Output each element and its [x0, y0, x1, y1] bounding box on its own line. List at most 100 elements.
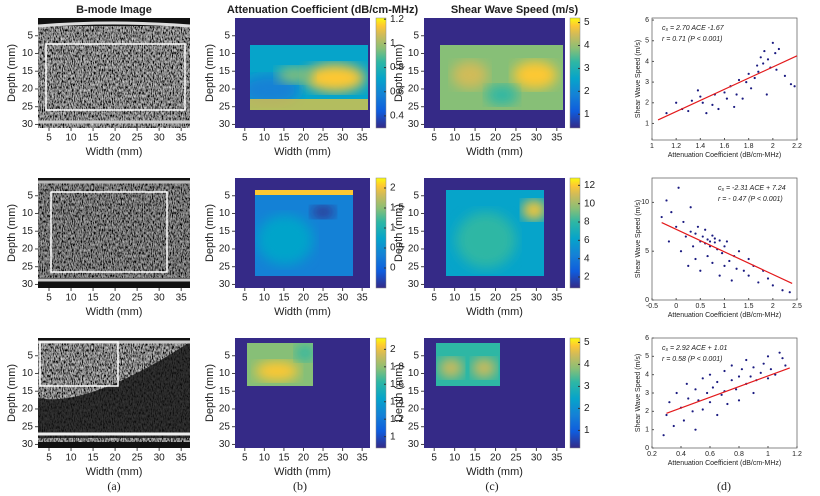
data-point	[763, 49, 766, 53]
x-tick-label: 1.8	[744, 143, 754, 150]
data-point	[708, 373, 712, 376]
data-point	[735, 267, 738, 270]
data-point	[783, 74, 787, 77]
equation-text: = 2.92 ACE + 1.01	[670, 345, 727, 352]
annotation-text: r = - 0.47 (P < 0.001)	[718, 196, 783, 203]
data-point	[771, 284, 774, 287]
data-point	[775, 68, 778, 71]
data-point	[752, 366, 755, 369]
data-point	[745, 81, 748, 84]
data-point	[737, 399, 741, 402]
y-axis-label: Shear Wave Speed (m/s)	[635, 40, 642, 118]
colorbar-tick-label: 2	[584, 403, 590, 414]
x-axis-label: Width (mm)	[274, 146, 331, 158]
x-tick-label: 0.5	[695, 303, 705, 310]
x-tick-label: 10	[449, 453, 461, 464]
x-tick-label: 15	[278, 293, 290, 304]
y-tick-label: 5	[413, 30, 419, 41]
data-point	[701, 408, 704, 411]
data-point	[752, 391, 755, 395]
data-point	[718, 274, 721, 277]
colorbar-tick-label: 0.4	[390, 111, 404, 122]
y-axis-label: Depth (mm)	[393, 364, 405, 422]
data-point	[774, 373, 777, 376]
colorbar-tick-label: 0	[390, 263, 396, 274]
data-point	[747, 72, 750, 75]
data-point	[745, 358, 748, 362]
y-tick-label: 10	[408, 368, 420, 379]
y-tick-label: 15	[219, 226, 231, 237]
x-tick-label: 10	[65, 133, 77, 144]
x-axis-label: Width (mm)	[274, 306, 331, 318]
x-axis-label: Width (mm)	[86, 306, 143, 318]
x-tick-label: 1	[723, 303, 727, 310]
y-axis-label: Depth (mm)	[204, 364, 216, 422]
x-tick-label: 20	[110, 453, 122, 464]
regression-line	[666, 367, 790, 414]
y-tick-label: 25	[22, 421, 34, 432]
y-tick-label: 20	[219, 404, 231, 415]
x-tick-label: 0.6	[705, 451, 715, 458]
equation-text: = -2.31 ACE + 7.24	[726, 185, 786, 192]
data-point	[691, 410, 694, 413]
colorbar-tick-label: 0.6	[390, 86, 404, 97]
y-tick-label: 30	[408, 279, 420, 290]
colorbar-tick-label: 1	[390, 431, 396, 442]
data-point	[694, 388, 697, 391]
x-tick-label: 25	[317, 293, 329, 304]
x-tick-label: 10	[65, 293, 77, 304]
x-tick-label: 5	[431, 453, 437, 464]
data-point	[793, 85, 796, 88]
equation-subscript: s	[666, 347, 669, 353]
x-tick-label: 25	[132, 133, 144, 144]
y-tick-label: 25	[408, 261, 420, 272]
data-point	[730, 379, 733, 382]
y-axis-label: Depth (mm)	[6, 204, 18, 262]
colorbar-tick-label: 1.2	[390, 414, 404, 425]
annotation: r = 0.58 (P < 0.001)	[662, 356, 722, 363]
data-point	[690, 99, 693, 102]
attenuation-map	[235, 178, 370, 288]
y-tick-label: 30	[219, 439, 231, 450]
colorbar-tick-label: 1.5	[390, 203, 404, 214]
panel-label: (d)	[717, 479, 731, 493]
colorbar-tick-label: 1	[390, 223, 396, 234]
data-point	[705, 112, 708, 115]
y-tick-label: 10	[408, 48, 420, 59]
colorbar	[569, 177, 581, 289]
data-point	[728, 259, 731, 263]
x-axis-label: Attenuation Coefficient (dB/cm-MHz)	[668, 152, 781, 159]
data-point	[691, 245, 695, 248]
y-tick-label: 25	[22, 101, 34, 112]
x-axis-label: Width (mm)	[466, 146, 523, 158]
x-axis-label: Width (mm)	[86, 146, 143, 158]
equation-text: = 2.70 ACE -1.67	[670, 25, 725, 32]
data-point	[749, 87, 753, 90]
colorbar-tick-label: 4	[584, 40, 590, 51]
data-point	[759, 56, 762, 59]
colorbar-tick-label: 2	[584, 272, 590, 283]
y-tick-label: 5	[645, 38, 649, 45]
y-tick-label: 5	[224, 30, 230, 41]
data-point	[766, 58, 770, 61]
colorbar-tick-label: 2	[390, 183, 396, 194]
x-tick-label: 5	[242, 133, 248, 144]
x-axis-label: Width (mm)	[274, 466, 331, 478]
x-tick-label: 35	[357, 453, 369, 464]
regression-line	[661, 222, 793, 284]
data-point	[756, 64, 759, 67]
data-point	[777, 47, 780, 51]
x-tick-label: 20	[490, 133, 502, 144]
colorbar-tick-label: 1	[584, 109, 590, 120]
data-point	[762, 62, 765, 65]
colorbar-tick-label: 12	[584, 180, 596, 191]
column-title: Attenuation Coefficient (dB/cm-MHz)	[227, 4, 419, 16]
x-tick-label: 35	[551, 453, 563, 464]
data-point	[675, 391, 678, 395]
data-point	[675, 101, 678, 104]
x-tick-label: 10	[259, 293, 271, 304]
x-tick-label: 5	[46, 293, 52, 304]
x-axis-label: Attenuation Coefficient (dB/cm-MHz)	[668, 312, 781, 319]
data-point	[781, 289, 784, 292]
